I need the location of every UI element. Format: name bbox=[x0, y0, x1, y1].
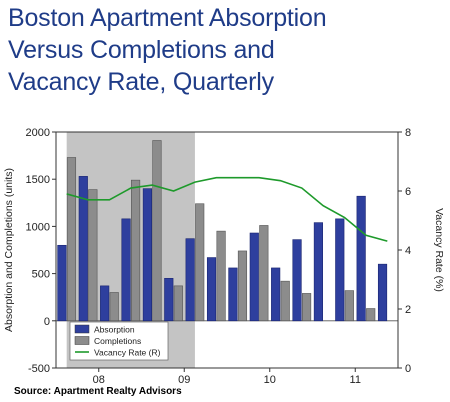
absorption-bar bbox=[335, 218, 345, 322]
legend-label: Completions bbox=[94, 336, 141, 346]
absorption-bar bbox=[313, 222, 323, 322]
y2-axis-label: Vacancy Rate (%) bbox=[433, 208, 445, 292]
chart-title-line-1: Boston Apartment Absorption bbox=[8, 4, 327, 32]
legend-label: Absorption bbox=[94, 325, 135, 335]
absorption-bar bbox=[185, 238, 195, 322]
completions-bar bbox=[216, 230, 226, 322]
legend-swatch-absorption bbox=[74, 324, 90, 334]
completions-bar bbox=[302, 293, 312, 322]
y2-tick-label: 6 bbox=[405, 186, 411, 198]
absorption-bar bbox=[57, 244, 67, 322]
absorption-bar bbox=[377, 263, 388, 322]
completions-bar bbox=[344, 290, 354, 322]
x-tick-label: 09 bbox=[178, 374, 190, 386]
y-tick-label: 2000 bbox=[26, 127, 50, 139]
completions-bar bbox=[152, 140, 162, 322]
absorption-bar bbox=[100, 285, 110, 322]
y-tick-label: -500 bbox=[28, 363, 50, 375]
y2-tick-label: 0 bbox=[405, 363, 411, 375]
absorption-bar bbox=[271, 267, 281, 322]
y2-tick-label: 2 bbox=[405, 304, 411, 316]
source-note: Source: Apartment Realty Advisors bbox=[14, 386, 182, 397]
absorption-bar bbox=[142, 188, 152, 322]
completions-bar bbox=[66, 157, 77, 322]
absorption-bar bbox=[356, 195, 366, 322]
absorption-bar bbox=[292, 239, 302, 322]
completions-bar bbox=[237, 250, 248, 322]
chart-title-line-2: Versus Completions and bbox=[8, 36, 275, 64]
legend-label: Vacancy Rate (R) bbox=[94, 348, 161, 358]
absorption-bar bbox=[164, 278, 174, 322]
chart-title-line-3: Vacancy Rate, Quarterly bbox=[8, 68, 274, 96]
completions-bar bbox=[88, 189, 98, 322]
legend-swatch-completions bbox=[74, 336, 90, 345]
y-tick-label: 0 bbox=[44, 316, 50, 328]
y-tick-label: 1500 bbox=[26, 174, 50, 186]
y-tick-label: 500 bbox=[32, 269, 50, 281]
y2-tick-label: 8 bbox=[405, 127, 411, 139]
completions-bar bbox=[195, 203, 205, 322]
x-tick-label: 11 bbox=[350, 374, 361, 386]
completions-bar bbox=[366, 308, 376, 322]
completions-bar bbox=[109, 292, 119, 322]
y2-tick-label: 4 bbox=[405, 245, 411, 257]
absorption-bar bbox=[121, 218, 131, 322]
completions-bar bbox=[131, 179, 141, 322]
completions-bar bbox=[259, 225, 269, 322]
vacancy-rate-line bbox=[66, 176, 388, 242]
y-axis-label: Absorption and Completions (units) bbox=[3, 168, 15, 332]
y-tick-label: 1000 bbox=[26, 221, 50, 233]
absorption-bar bbox=[206, 257, 217, 322]
absorption-bar bbox=[78, 176, 88, 322]
absorption-bar bbox=[249, 232, 259, 322]
completions-bar bbox=[173, 285, 183, 322]
absorption-bar bbox=[228, 267, 238, 322]
x-tick-label: 10 bbox=[264, 374, 276, 386]
x-tick-label: 08 bbox=[93, 374, 105, 386]
completions-bar bbox=[280, 280, 290, 322]
